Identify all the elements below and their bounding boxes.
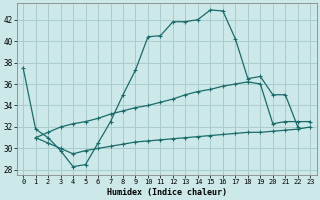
- X-axis label: Humidex (Indice chaleur): Humidex (Indice chaleur): [107, 188, 227, 197]
